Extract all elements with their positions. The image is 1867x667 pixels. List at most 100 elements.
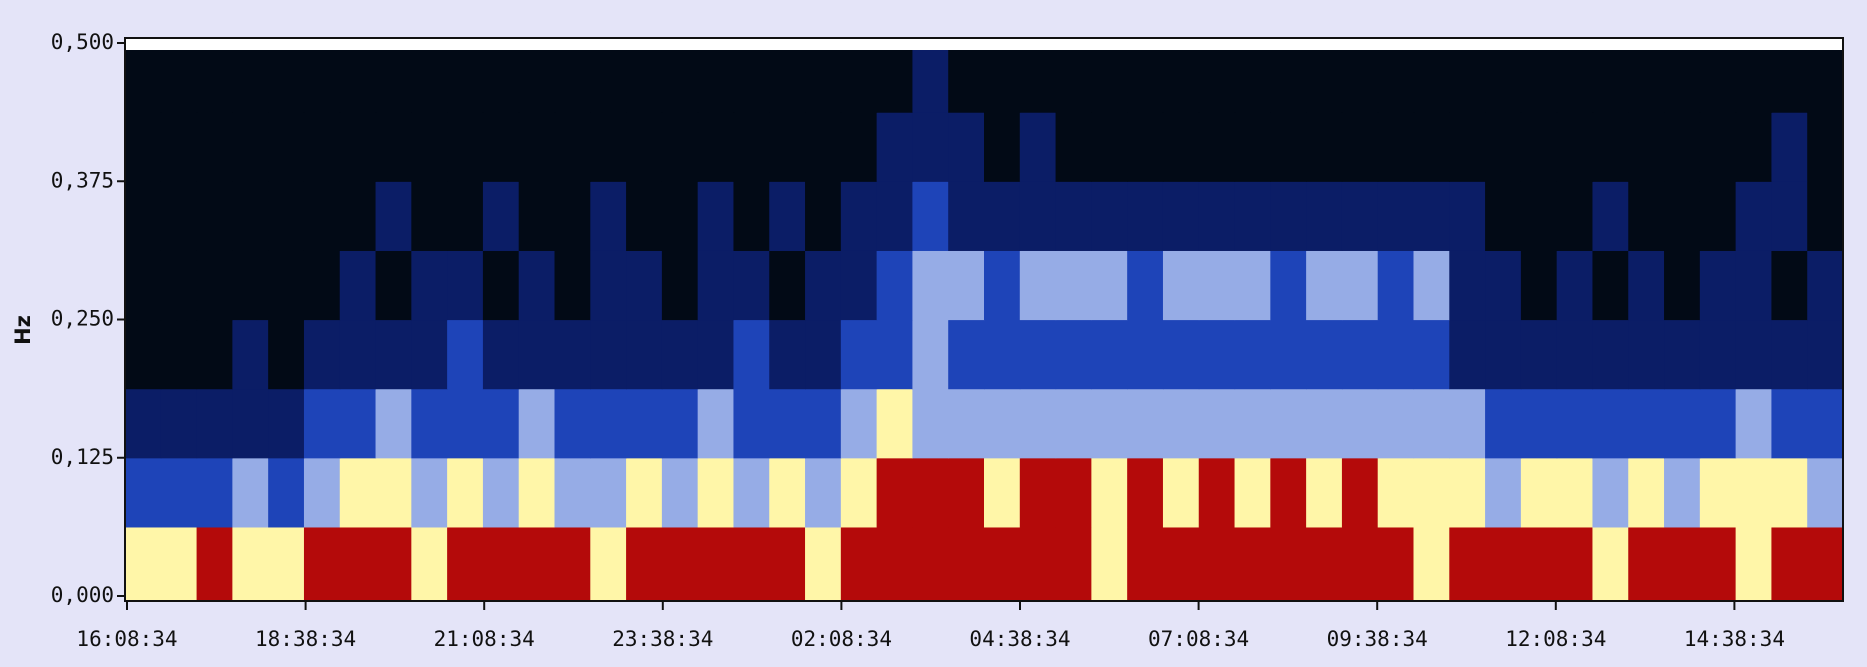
heatmap-cell (196, 457, 233, 528)
heatmap-cell (1771, 112, 1808, 182)
heatmap-cell (1699, 112, 1737, 182)
heatmap-cell (1019, 43, 1057, 113)
heatmap-cell (339, 43, 377, 113)
heatmap-cell (1449, 526, 1486, 602)
heatmap-cell (339, 388, 377, 459)
heatmap-cell (1413, 388, 1450, 459)
heatmap-cell (1234, 43, 1271, 113)
heatmap-cell (232, 250, 269, 321)
heatmap-cell (733, 388, 770, 459)
heatmap-cell (1628, 112, 1665, 182)
heatmap-cell (232, 43, 269, 113)
heatmap-cell (196, 181, 233, 251)
heatmap-cell (1485, 526, 1522, 602)
heatmap-cell (948, 181, 985, 251)
heatmap-cell (196, 43, 233, 113)
heatmap-cell (805, 457, 842, 528)
heatmap-cell (375, 526, 412, 602)
heatmap-cell (1019, 388, 1057, 459)
heatmap-cell (1234, 181, 1271, 251)
heatmap-cell (1127, 181, 1164, 251)
heatmap-cell (805, 112, 842, 182)
heatmap-cell (554, 250, 591, 321)
heatmap-cell (1807, 250, 1844, 321)
heatmap-cell (268, 250, 305, 321)
heatmap-cell (1520, 112, 1558, 182)
heatmap-cell (1055, 319, 1092, 390)
heatmap-cell (411, 181, 448, 251)
heatmap-cell (375, 457, 412, 528)
heatmap-cell (697, 457, 735, 528)
heatmap-cell (733, 250, 770, 321)
heatmap-cell (1055, 43, 1092, 113)
heatmap-cell (1807, 43, 1844, 113)
heatmap-cell (948, 250, 985, 321)
heatmap-cell (232, 457, 269, 528)
heatmap-cell (518, 319, 556, 390)
heatmap-cell (160, 319, 198, 390)
heatmap-cell (1699, 319, 1737, 390)
heatmap-cell (661, 112, 699, 182)
heatmap-cell (912, 319, 949, 390)
heatmap-cell (1198, 457, 1236, 528)
heatmap-cell (733, 526, 770, 602)
heatmap-cell (268, 388, 305, 459)
heatmap-cell (1198, 388, 1236, 459)
heatmap-cell (1198, 112, 1236, 182)
heatmap-cell (697, 526, 735, 602)
heatmap-cell (984, 457, 1021, 528)
heatmap-cell (1592, 112, 1629, 182)
heatmap-cell (733, 43, 770, 113)
heatmap-cell (482, 457, 520, 528)
heatmap-cell (1664, 319, 1701, 390)
heatmap-cell (697, 43, 735, 113)
heatmap-cell (1055, 181, 1092, 251)
heatmap-cell (482, 250, 520, 321)
heatmap-cell (1377, 250, 1415, 321)
heatmap-cell (1449, 250, 1486, 321)
heatmap-cell (447, 43, 484, 113)
heatmap-cell (805, 319, 842, 390)
heatmap-cell (196, 112, 233, 182)
heatmap-cell (268, 43, 305, 113)
heatmap-cell (876, 319, 914, 390)
heatmap-cell (626, 526, 663, 602)
x-tick-label: 21:08:34 (434, 627, 535, 651)
heatmap-cell (1735, 181, 1773, 251)
heatmap-cell (626, 112, 663, 182)
x-tick-label: 04:38:34 (969, 627, 1070, 651)
heatmap-cell (590, 457, 627, 528)
heatmap-cell (447, 388, 484, 459)
heatmap-cell (554, 112, 591, 182)
heatmap-cell (339, 250, 377, 321)
heatmap-cell (1162, 319, 1200, 390)
heatmap-cell (1735, 112, 1773, 182)
heatmap-cell (876, 181, 914, 251)
heatmap-cell (1019, 319, 1057, 390)
heatmap-cell (375, 181, 412, 251)
heatmap-cell (1341, 388, 1379, 459)
heatmap-cell (125, 43, 162, 113)
heatmap-cell (482, 112, 520, 182)
heatmap-cell (1377, 112, 1415, 182)
heatmap-cell (1306, 319, 1343, 390)
heatmap-cell (769, 43, 806, 113)
heatmap-cell (1485, 250, 1522, 321)
heatmap-cell (1091, 250, 1128, 321)
heatmap-cell (1234, 319, 1271, 390)
heatmap-cell (912, 112, 949, 182)
heatmap-cell (805, 388, 842, 459)
heatmap-cell (1162, 457, 1200, 528)
heatmap-cell (805, 43, 842, 113)
top-strip (126, 39, 1842, 50)
heatmap-cell (912, 43, 949, 113)
heatmap-cell (984, 250, 1021, 321)
heatmap-cell (626, 43, 663, 113)
heatmap-cell (769, 181, 806, 251)
x-tick-label: 09:38:34 (1327, 627, 1428, 651)
heatmap-cell (1019, 250, 1057, 321)
heatmap-cell (303, 388, 341, 459)
heatmap-cell (1807, 526, 1844, 602)
heatmap-cell (518, 181, 556, 251)
